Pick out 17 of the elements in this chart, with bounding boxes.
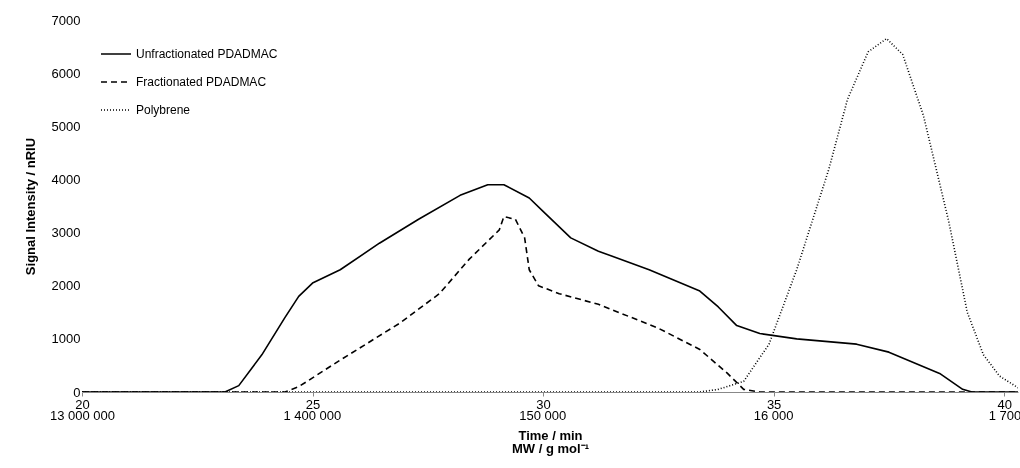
y-tick-label: 1000 (51, 331, 81, 347)
y-axis-title: Signal Intensity / nRIU (22, 137, 38, 276)
legend-label: Fractionated PDADMAC (136, 75, 267, 89)
y-tick-label: 5000 (51, 118, 81, 134)
x-tick-label: 40 (997, 396, 1012, 412)
x-tick-label: 30 (536, 396, 551, 412)
x-tick-label: 35 (766, 396, 782, 412)
x-axis-title: Time / min (518, 427, 583, 443)
y-tick-label: 4000 (51, 171, 81, 187)
x2-axis-title: MW / g mol⁻¹ (512, 440, 589, 456)
y-tick-label: 6000 (51, 65, 81, 81)
legend-label: Polybrene (136, 103, 191, 117)
y-tick-label: 7000 (51, 12, 81, 28)
y-tick-label: 2000 (51, 278, 81, 294)
legend-label: Unfractionated PDADMAC (136, 47, 278, 61)
x-tick-label: 25 (305, 396, 321, 412)
y-tick-label: 3000 (51, 225, 81, 241)
